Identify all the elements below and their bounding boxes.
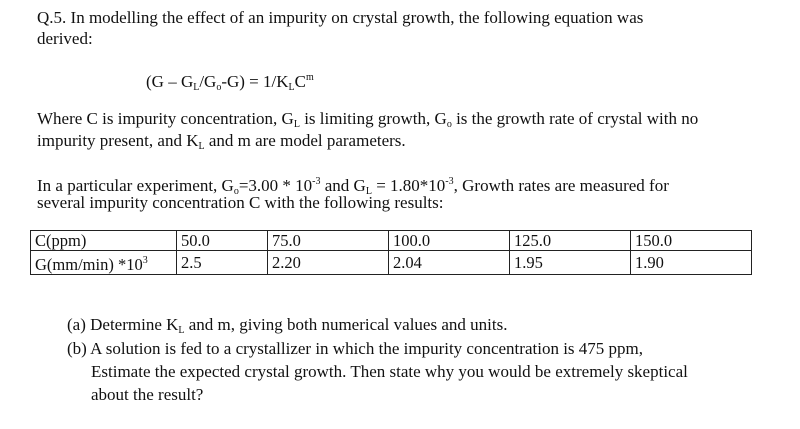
where-subscript: o	[446, 119, 452, 130]
experiment-line-1: In a particular experiment, Go=3.00 * 10…	[37, 172, 669, 202]
question-intro-line-2: derived:	[37, 29, 93, 49]
where-text: impurity present, and K	[37, 131, 199, 150]
equation-superscript: m	[305, 72, 314, 83]
equation-part: -G) = 1/K	[221, 72, 289, 91]
experiment-text: =3.00 * 10	[238, 176, 313, 195]
table-row-label-text: G(mm/min) *10	[35, 255, 143, 274]
part-b-line-2: Estimate the expected crystal growth. Th…	[91, 362, 688, 382]
experiment-text: and G	[320, 176, 366, 195]
part-a: (a) Determine KL and m, giving both nume…	[67, 315, 507, 341]
experiment-text: = 1.80*10	[371, 176, 446, 195]
part-a-subscript: L	[178, 325, 185, 336]
table-cell: 2.04	[388, 250, 510, 275]
where-subscript: L	[293, 119, 300, 130]
where-text: is limiting growth, G	[304, 109, 447, 128]
experiment-subscript: o	[233, 186, 239, 197]
equation: (G – GL/Go-G) = 1/KLCm	[146, 68, 314, 98]
experiment-line-2: several impurity concentration C with th…	[37, 193, 444, 213]
where-text: and m are model parameters.	[204, 131, 406, 150]
experiment-subscript: L	[365, 186, 372, 197]
experiment-text: several impurity concentration C with th…	[37, 193, 444, 212]
table-row-label: G(mm/min) *103	[30, 250, 177, 275]
table-cell: 75.0	[267, 230, 389, 251]
equation-part: /G	[199, 72, 217, 91]
where-text: is the growth rate of crystal with no	[451, 109, 699, 128]
table-cell: 1.90	[630, 250, 752, 275]
results-table: C(ppm) 50.0 75.0 100.0 125.0 150.0 G(mm/…	[30, 230, 752, 275]
equation-subscript: L	[288, 82, 295, 93]
equation-subscript: o	[216, 82, 222, 93]
equation-subscript: L	[193, 82, 200, 93]
table-cell: 1.95	[509, 250, 631, 275]
where-line-1: Where C is impurity concentration, GL is…	[37, 109, 698, 135]
question-intro-text: Q.5. In modelling the effect of an impur…	[37, 8, 644, 27]
equation-part: C	[294, 72, 306, 91]
part-b-line-1: (b) A solution is fed to a crystallizer …	[67, 339, 643, 359]
question-intro-line-1: Q.5. In modelling the effect of an impur…	[37, 8, 643, 28]
table-row-label: C(ppm)	[30, 230, 177, 251]
table-row-concentration: C(ppm) 50.0 75.0 100.0 125.0 150.0	[30, 230, 752, 251]
table-cell: 2.20	[267, 250, 389, 275]
table-row-label-superscript: 3	[142, 255, 148, 266]
where-text: Where C is impurity concentration, G	[37, 109, 294, 128]
table-cell: 150.0	[630, 230, 752, 251]
experiment-text: , Growth rates are measured for	[453, 176, 669, 195]
part-b-line-3: about the result?	[91, 385, 203, 405]
table-cell: 50.0	[176, 230, 268, 251]
part-b-text: about the result?	[91, 385, 204, 404]
table-cell: 100.0	[388, 230, 510, 251]
table-cell: 2.5	[176, 250, 268, 275]
table-cell: 125.0	[509, 230, 631, 251]
table-row-growth-rate: G(mm/min) *103 2.5 2.20 2.04 1.95 1.90	[30, 250, 752, 275]
where-subscript: L	[198, 141, 205, 152]
where-line-2: impurity present, and KL and m are model…	[37, 131, 406, 157]
part-a-text: (a) Determine K	[67, 315, 179, 334]
experiment-superscript: -3	[445, 176, 454, 187]
equation-part: (G – G	[146, 72, 194, 91]
question-intro-text-2: derived:	[37, 29, 93, 48]
part-b-text: (b) A solution is fed to a crystallizer …	[67, 339, 643, 358]
experiment-superscript: -3	[312, 176, 321, 187]
part-b-text: Estimate the expected crystal growth. Th…	[91, 362, 688, 381]
part-a-text: and m, giving both numerical values and …	[184, 315, 508, 334]
experiment-text: In a particular experiment, G	[37, 176, 234, 195]
